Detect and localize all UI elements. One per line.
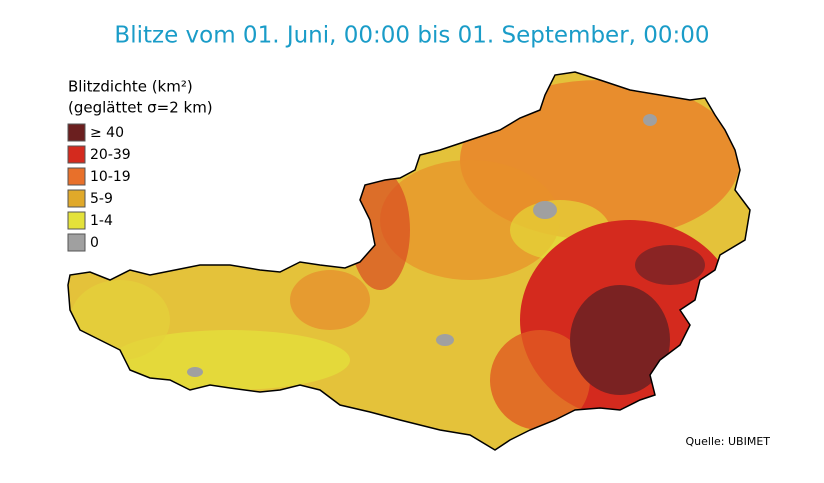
legend-label: 0	[90, 235, 99, 251]
legend-swatch	[67, 123, 86, 142]
title: Blitze vom 01. Juni, 00:00 bis 01. Septe…	[114, 23, 709, 49]
legend-label: ≥ 40	[90, 125, 124, 141]
legend-label: 10-19	[90, 169, 131, 185]
legend-label: 5-9	[90, 191, 113, 207]
legend-subtitle: (geglättet σ=2 km)	[68, 99, 213, 117]
legend-label: 1-4	[90, 213, 113, 229]
legend-swatch	[67, 145, 86, 164]
map-area	[68, 72, 750, 450]
legend-swatch	[67, 233, 86, 252]
legend-swatch	[67, 167, 86, 186]
source: Quelle: UBIMET	[686, 435, 771, 448]
legend-label: 20-39	[90, 147, 131, 163]
legend-swatch	[67, 189, 86, 208]
legend-swatch	[67, 211, 86, 230]
legend-title: Blitzdichte (km²)	[68, 78, 193, 96]
